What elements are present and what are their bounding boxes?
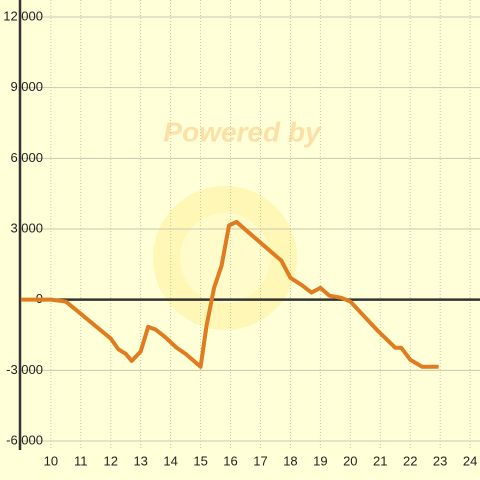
- y-tick-label: -6,000: [6, 432, 43, 447]
- y-tick-label: -3,000: [6, 362, 43, 377]
- x-tick-label: 13: [133, 453, 147, 468]
- x-tick-label: 12: [104, 453, 118, 468]
- watermark-text: Powered by: [163, 116, 322, 147]
- x-tick-label: 23: [433, 453, 447, 468]
- y-tick-label: 3,000: [10, 220, 43, 235]
- x-tick-label: 16: [223, 453, 237, 468]
- x-tick-label: 22: [403, 453, 417, 468]
- x-tick-label: 17: [253, 453, 267, 468]
- y-tick-label: 12,000: [3, 8, 43, 23]
- x-tick-label: 18: [283, 453, 297, 468]
- x-tick-label: 10: [44, 453, 58, 468]
- y-tick-label: 6,000: [10, 150, 43, 165]
- series-line: [20, 219, 439, 369]
- x-tick-label: 21: [373, 453, 387, 468]
- x-tick-label: 20: [343, 453, 357, 468]
- y-tick-label: 9,000: [10, 79, 43, 94]
- x-tick-label: 15: [193, 453, 207, 468]
- x-tick-label: 14: [163, 453, 177, 468]
- x-tick-label: 19: [313, 453, 327, 468]
- x-tick-label: 11: [74, 453, 88, 468]
- x-tick-label: 24: [463, 453, 477, 468]
